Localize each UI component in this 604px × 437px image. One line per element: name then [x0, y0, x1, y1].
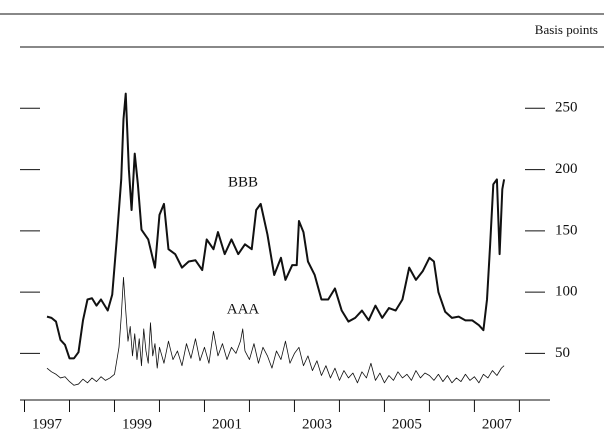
- y-axis-label: Basis points: [535, 22, 598, 37]
- y-tick-label: 250: [555, 100, 578, 116]
- y-tick-label: 150: [555, 222, 578, 238]
- y-tick-label: 200: [555, 161, 578, 177]
- x-tick-label: 1999: [122, 416, 152, 432]
- annotation: AAA: [227, 301, 260, 317]
- y-tick-label: 100: [555, 284, 578, 300]
- annotation: BBB: [228, 174, 258, 190]
- data-line: [46, 92, 506, 360]
- x-tick-label: 2007: [482, 416, 513, 432]
- data-line: [46, 277, 505, 386]
- x-tick-label: 2005: [392, 416, 422, 432]
- x-tick-label: 2003: [302, 416, 332, 432]
- x-tick-label: 1997: [32, 416, 63, 432]
- x-tick-label: 2001: [212, 416, 242, 432]
- y-tick-label: 50: [555, 345, 570, 361]
